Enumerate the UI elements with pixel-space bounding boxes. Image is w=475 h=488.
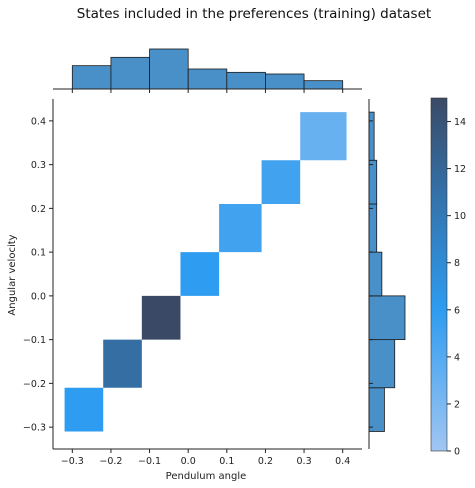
colorbar-tick-label: 4 xyxy=(454,352,460,363)
colorbar-tick-label: 10 xyxy=(454,211,466,222)
top-hist-bar-1 xyxy=(111,57,150,89)
heatmap-cell-6 xyxy=(300,112,346,160)
y-tick-label: 0.0 xyxy=(31,291,46,302)
right-hist-bar-0 xyxy=(369,388,384,432)
right-marginal-histogram xyxy=(369,99,405,449)
right-hist-bar-5 xyxy=(369,160,377,204)
top-hist-bar-2 xyxy=(150,49,189,89)
x-tick-label: 0.2 xyxy=(258,456,273,467)
heatmap-cell-0 xyxy=(65,388,104,432)
x-tick-label: −0.1 xyxy=(138,456,161,467)
heatmap-cell-2 xyxy=(142,296,181,340)
x-tick-label: 0.1 xyxy=(219,456,234,467)
chart-title: States included in the preferences (trai… xyxy=(77,6,431,22)
right-hist-bar-4 xyxy=(369,204,377,252)
heatmap-cell-4 xyxy=(219,204,261,252)
y-tick-label: 0.4 xyxy=(31,116,46,127)
colorbar-tick-label: 6 xyxy=(454,305,460,316)
top-hist-bar-6 xyxy=(304,81,343,89)
x-tick-label: −0.2 xyxy=(99,456,122,467)
right-hist-bar-1 xyxy=(369,340,395,388)
colorbar-tick-label: 0 xyxy=(454,447,460,458)
top-hist-bar-5 xyxy=(265,74,304,89)
y-tick-label: 0.3 xyxy=(31,160,46,171)
colorbar-tick-label: 14 xyxy=(454,117,466,128)
x-tick-label: 0.3 xyxy=(297,456,312,467)
top-hist-bar-3 xyxy=(188,69,227,89)
y-tick-label: −0.2 xyxy=(23,379,46,390)
y-axis-label: Angular velocity xyxy=(7,234,18,315)
colorbar-tick-label: 8 xyxy=(454,258,460,269)
top-hist-bar-4 xyxy=(227,72,266,89)
colorbar-gradient xyxy=(431,98,447,451)
heatmap-cell-5 xyxy=(262,160,301,204)
top-hist-bar-0 xyxy=(72,66,111,89)
right-hist-bar-6 xyxy=(369,112,374,160)
right-hist-bar-2 xyxy=(369,296,405,340)
heatmap-cell-1 xyxy=(103,340,142,388)
x-axis-label: Pendulum angle xyxy=(166,471,247,482)
top-marginal-histogram xyxy=(53,49,362,93)
colorbar-tick-label: 2 xyxy=(454,399,460,410)
main-heatmap-plot: −0.3 −0.2 −0.1 0.0 0.1 0.2 0.3 0.4 −0.3 −0.2 −0.1 0… xyxy=(23,99,362,467)
y-tick-label: −0.1 xyxy=(23,335,46,346)
right-hist-bar-3 xyxy=(369,252,382,296)
heatmap-cell-3 xyxy=(180,252,219,296)
y-tick-label: 0.1 xyxy=(31,248,46,259)
colorbar: 0 2 4 6 8 10 12 14 xyxy=(431,98,466,458)
x-tick-label: 0.4 xyxy=(335,456,350,467)
y-tick-label: −0.3 xyxy=(23,423,46,434)
y-tick-label: 0.2 xyxy=(31,204,46,215)
x-tick-label: −0.3 xyxy=(61,456,84,467)
colorbar-tick-label: 12 xyxy=(454,164,466,175)
x-tick-label: 0.0 xyxy=(181,456,196,467)
